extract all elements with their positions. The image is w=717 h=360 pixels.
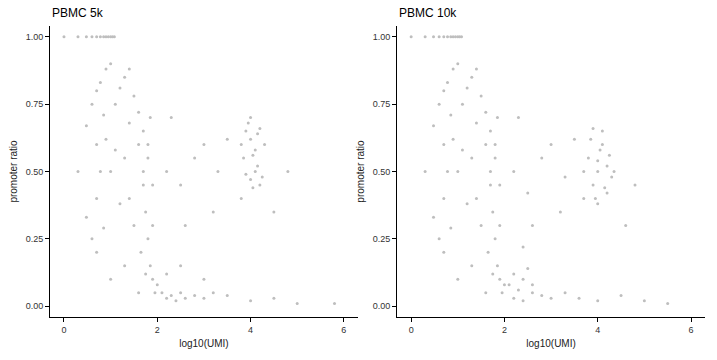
svg-text:1.00: 1.00: [26, 32, 44, 42]
svg-text:2: 2: [502, 325, 507, 335]
svg-text:promoter ratio: promoter ratio: [355, 140, 366, 203]
svg-text:0: 0: [409, 325, 414, 335]
svg-text:PBMC 10k: PBMC 10k: [399, 6, 457, 20]
svg-text:0.50: 0.50: [26, 167, 44, 177]
svg-text:1.00: 1.00: [373, 32, 391, 42]
svg-text:0.50: 0.50: [373, 167, 391, 177]
svg-text:0.00: 0.00: [373, 301, 391, 311]
svg-text:6: 6: [341, 325, 346, 335]
svg-text:0.75: 0.75: [373, 99, 391, 109]
svg-text:promoter ratio: promoter ratio: [8, 140, 19, 203]
svg-text:4: 4: [595, 325, 600, 335]
svg-text:0.75: 0.75: [26, 99, 44, 109]
svg-text:2: 2: [155, 325, 160, 335]
svg-text:4: 4: [248, 325, 253, 335]
svg-text:0: 0: [61, 325, 66, 335]
svg-text:PBMC 5k: PBMC 5k: [52, 6, 104, 20]
svg-text:0.25: 0.25: [373, 234, 391, 244]
svg-text:log10(UMI): log10(UMI): [526, 338, 575, 349]
svg-text:0.25: 0.25: [26, 234, 44, 244]
svg-text:0.00: 0.00: [26, 301, 44, 311]
svg-text:log10(UMI): log10(UMI): [179, 338, 228, 349]
svg-text:6: 6: [689, 325, 694, 335]
